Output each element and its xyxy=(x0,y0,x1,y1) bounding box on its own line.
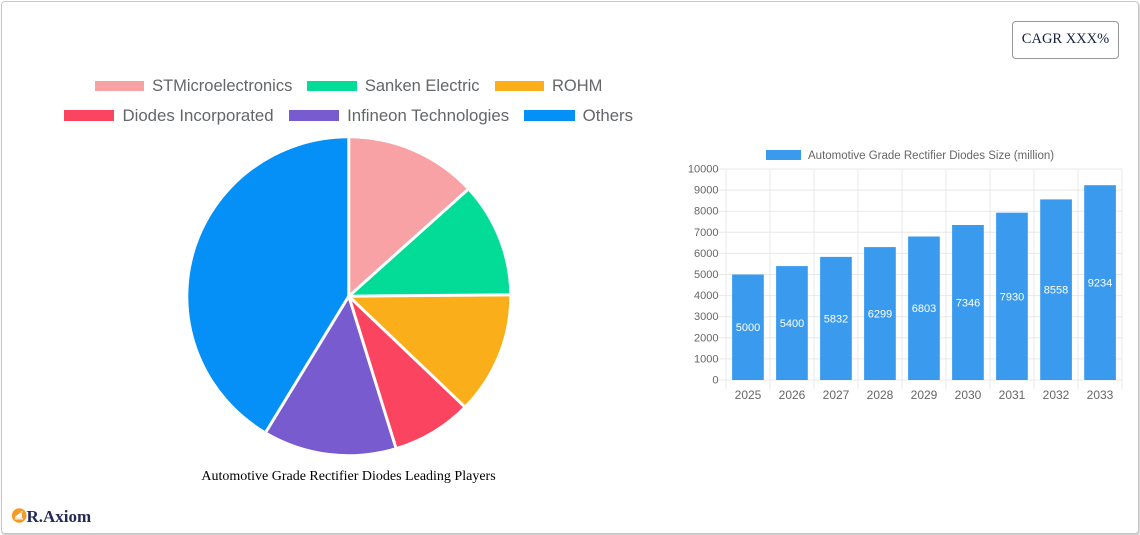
svg-text:2030: 2030 xyxy=(955,388,982,402)
svg-text:6299: 6299 xyxy=(868,309,892,321)
svg-text:6803: 6803 xyxy=(912,303,936,315)
svg-text:5000: 5000 xyxy=(736,322,760,334)
svg-text:2027: 2027 xyxy=(823,388,850,402)
svg-text:5000: 5000 xyxy=(694,269,718,281)
svg-text:2031: 2031 xyxy=(999,388,1026,402)
svg-text:7930: 7930 xyxy=(1000,291,1024,303)
svg-text:2026: 2026 xyxy=(779,388,806,402)
svg-text:10000: 10000 xyxy=(688,164,719,176)
svg-text:9000: 9000 xyxy=(694,185,718,197)
svg-text:4000: 4000 xyxy=(694,290,718,302)
svg-text:2025: 2025 xyxy=(735,388,762,402)
svg-text:5832: 5832 xyxy=(824,314,848,326)
svg-text:9234: 9234 xyxy=(1088,278,1112,290)
svg-text:2029: 2029 xyxy=(911,388,938,402)
svg-text:1000: 1000 xyxy=(694,353,718,365)
svg-text:0: 0 xyxy=(712,375,718,387)
svg-text:2000: 2000 xyxy=(694,332,718,344)
svg-text:Automotive Grade Rectifier Dio: Automotive Grade Rectifier Diodes Size (… xyxy=(808,150,1054,162)
svg-text:3000: 3000 xyxy=(694,311,718,323)
svg-text:2032: 2032 xyxy=(1043,388,1070,402)
svg-text:2028: 2028 xyxy=(867,388,894,402)
svg-text:7000: 7000 xyxy=(694,227,718,239)
svg-text:6000: 6000 xyxy=(694,248,718,260)
svg-text:8000: 8000 xyxy=(694,206,718,218)
svg-text:2033: 2033 xyxy=(1087,388,1114,402)
svg-text:8558: 8558 xyxy=(1044,285,1068,297)
svg-text:5400: 5400 xyxy=(780,318,804,330)
svg-text:7346: 7346 xyxy=(956,298,980,310)
